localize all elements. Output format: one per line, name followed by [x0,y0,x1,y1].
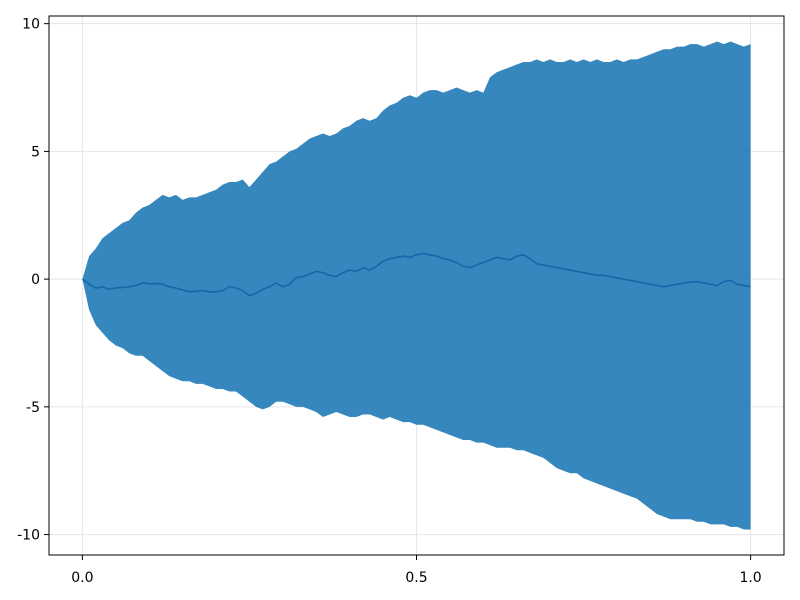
y-axis: -10 -5 0 5 10 [17,17,49,544]
y-tick-label: -5 [26,400,40,416]
x-tick-label: 1.0 [739,570,761,586]
x-axis: 0.0 0.5 1.0 [71,555,762,586]
y-tick-label: 10 [22,17,40,33]
confidence-band [82,41,751,530]
x-tick-label: 0.0 [71,570,93,586]
y-tick-label: 5 [31,144,40,160]
y-tick-label: 0 [31,272,40,288]
series-line [81,252,751,297]
y-tick-label: -10 [17,528,40,544]
x-tick-label: 0.5 [405,570,427,586]
